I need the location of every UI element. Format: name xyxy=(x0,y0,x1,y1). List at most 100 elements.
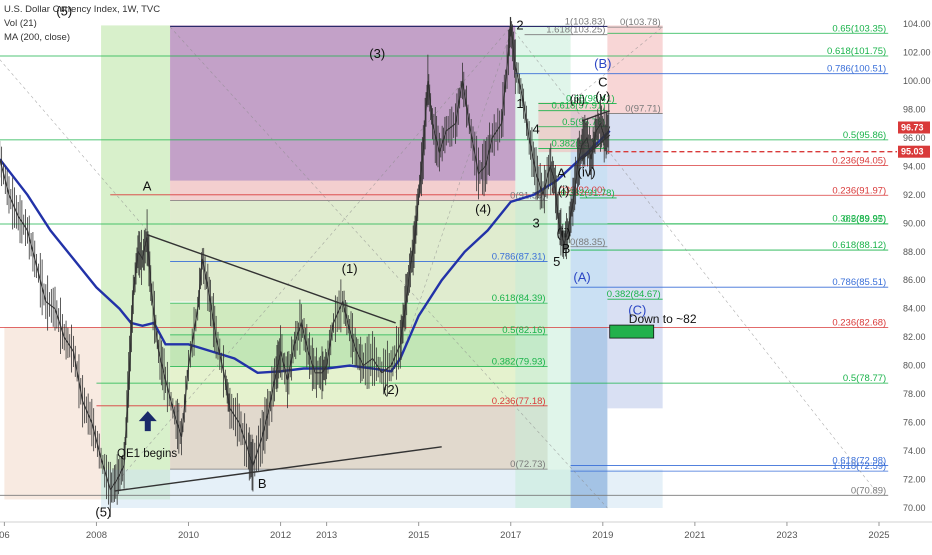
zone-7 xyxy=(170,405,548,470)
fib-label-13: 0.236(92.00) xyxy=(552,185,606,196)
fib-label-22: 0.786(85.51) xyxy=(832,277,886,288)
x-tick-1: 2008 xyxy=(86,530,107,541)
annotation-7: 1 xyxy=(516,96,523,111)
y-tick-14: 76.00 xyxy=(903,418,926,428)
annotation-22: QE1 begins xyxy=(117,448,177,460)
symbol-title: U.S. Dollar Currency Index, 1W, TVC xyxy=(4,4,161,15)
y-tick-4: 96.00 xyxy=(903,133,926,143)
price-tag-0: 96.73 xyxy=(901,122,924,132)
fib-label-17: 0.5(89.95) xyxy=(843,214,886,225)
zone-8 xyxy=(4,327,102,500)
y-tick-6: 92.00 xyxy=(903,190,926,200)
y-tick-13: 78.00 xyxy=(903,389,926,399)
fib-label-30: 0(72.73) xyxy=(510,459,545,470)
x-tick-7: 2019 xyxy=(592,530,613,541)
x-tick-3: 2012 xyxy=(270,530,291,541)
trendline-1 xyxy=(114,446,442,492)
zone-3 xyxy=(170,200,548,302)
zone-5 xyxy=(170,334,548,368)
fib-label-4: 0.618(101.75) xyxy=(827,46,886,57)
annotation-11: (i) xyxy=(558,183,570,198)
x-axis-bg xyxy=(0,522,932,550)
volume-indicator[interactable]: Vol (21) xyxy=(4,18,37,29)
annotation-5: (v) xyxy=(595,89,610,104)
fib-label-23: 0.382(84.67) xyxy=(607,289,661,300)
annotation-25: Down to ~82 xyxy=(629,312,697,326)
zone-2 xyxy=(170,25,516,181)
fib-label-21: 0.786(87.31) xyxy=(492,252,546,263)
fib-label-27: 0.382(79.93) xyxy=(492,357,546,368)
annotation-23: B xyxy=(258,476,267,491)
y-tick-10: 84.00 xyxy=(903,304,926,314)
x-tick-5: 2015 xyxy=(408,530,429,541)
y-tick-1: 102.00 xyxy=(903,47,931,57)
target-box xyxy=(609,324,655,339)
x-axis: 06 2008 2010 2012 2013 2015 2017 2019 2021 2023 20… xyxy=(0,521,932,550)
fib-label-7: 0.618(97.91) xyxy=(552,101,606,112)
annotation-2: (3) xyxy=(369,46,385,61)
annotation-21: (2) xyxy=(383,382,399,397)
up-arrow-icon xyxy=(138,411,157,432)
zone-0 xyxy=(101,25,171,500)
trendline-0 xyxy=(146,234,396,324)
zone-11 xyxy=(570,327,608,508)
fib-label-25: 0.236(82.68) xyxy=(832,317,886,328)
price-layer xyxy=(0,16,611,518)
y-tick-16: 72.00 xyxy=(903,475,926,485)
y-tick-7: 90.00 xyxy=(903,218,926,228)
fib-label-26: 0.5(82.16) xyxy=(502,325,545,336)
annotation-6: (iii) xyxy=(570,95,585,107)
fib-label-33: 0(70.89) xyxy=(851,485,886,496)
annotation-15: B xyxy=(562,241,571,256)
annotation-0: (5) xyxy=(56,3,72,18)
price-tag-bg-1 xyxy=(898,145,930,158)
y-axis-bg xyxy=(897,0,932,550)
price-tag-bg-0 xyxy=(898,121,930,134)
y-tick-8: 88.00 xyxy=(903,247,926,257)
x-tick-2: 2010 xyxy=(178,530,199,541)
fib-label-0: 1(103.83) xyxy=(565,16,606,27)
annotation-3: (B) xyxy=(594,56,611,71)
zone-13 xyxy=(607,113,663,409)
annotation-13: 3 xyxy=(532,216,539,231)
y-tick-17: 70.00 xyxy=(903,503,926,513)
zones-layer xyxy=(4,25,663,509)
y-tick-12: 80.00 xyxy=(903,361,926,371)
annotation-18: (1) xyxy=(342,261,358,276)
annotation-4: C xyxy=(598,75,607,90)
y-tick-15: 74.00 xyxy=(903,446,926,456)
annotations-layer: (5)2(3)(B)C(v)(iii)14(iv)A(i)(4)3(ii)B5A… xyxy=(56,3,697,519)
annotation-20: (C) xyxy=(628,302,646,317)
fib-label-19: 0(88.35) xyxy=(570,237,605,248)
fib-label-24: 0.618(84.39) xyxy=(492,293,546,304)
y-tick-2: 100.00 xyxy=(903,76,931,86)
ma-indicator[interactable]: MA (200, close) xyxy=(4,32,70,43)
annotation-24: (5) xyxy=(95,505,111,520)
annotation-1: 2 xyxy=(516,18,523,33)
fib-label-2: 0(103.78) xyxy=(620,17,661,28)
zone-14 xyxy=(607,25,663,114)
annotation-8: 4 xyxy=(532,122,539,137)
y-axis: 104.00 102.00 100.00 98.00 96.00 94.00 92.00 90… xyxy=(607,0,932,550)
y-tick-3: 98.00 xyxy=(903,104,926,114)
fib-label-5: 0.786(100.51) xyxy=(827,64,886,75)
y-tick-11: 82.00 xyxy=(903,332,926,342)
annotation-12: (4) xyxy=(475,201,491,216)
fib-label-15: 0.382(91.78) xyxy=(561,188,615,199)
trendline-3 xyxy=(581,134,611,160)
trendline-2 xyxy=(581,110,610,122)
annotation-14: (ii) xyxy=(556,226,570,241)
fib-label-6: 0.65(98.41) xyxy=(566,94,615,105)
fib-label-1: 1.618(103.25) xyxy=(546,25,605,36)
fib-label-31: 0.618(72.98) xyxy=(832,456,886,467)
y-tick-5: 94.00 xyxy=(903,161,926,171)
x-tick-0: 06 xyxy=(0,530,10,541)
fib-label-20: 0.618(88.12) xyxy=(832,240,886,251)
x-tick-4: 2013 xyxy=(316,530,337,541)
guide-line-4 xyxy=(395,31,512,373)
fib-label-3: 0.65(103.35) xyxy=(832,23,886,34)
fib-label-8: 0(97.71) xyxy=(625,104,660,115)
annotation-9: (iv) xyxy=(578,164,596,179)
